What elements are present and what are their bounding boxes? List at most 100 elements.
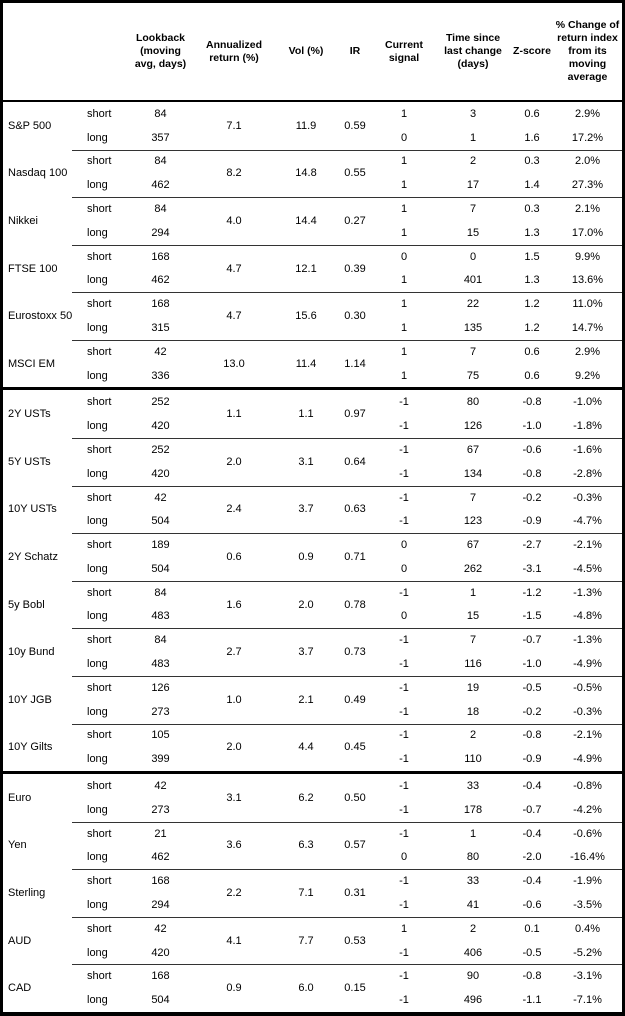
asset-row-group: MSCI EM short 42 1 7 0.6 2.9% 13.0 11.4 … — [3, 339, 622, 388]
current-signal-long: -1 — [399, 658, 409, 671]
time-since-change-short: 1 — [469, 827, 477, 840]
annualized-return-value: 2.2 — [226, 887, 242, 900]
asset-row-group: Nikkei short 84 1 7 0.3 2.1% 4.0 14.4 0.… — [3, 197, 622, 245]
time-since-change-long: 123 — [463, 515, 483, 528]
current-signal-long: 1 — [400, 226, 408, 239]
annualized-return-value: 1.0 — [226, 693, 242, 706]
side-label-long: long — [87, 851, 108, 864]
z-score-long: -1.0 — [522, 658, 542, 671]
side-label-short: short — [87, 107, 112, 120]
lookback-value-short: 42 — [154, 922, 167, 935]
pct-change-long: -4.5% — [573, 562, 602, 575]
pct-change-short: -0.8% — [573, 779, 602, 792]
asset-row-group: CAD short 168 -1 90 -0.8 -3.1% 0.9 6.0 0… — [3, 964, 622, 1012]
z-score-short: 1.2 — [524, 298, 540, 311]
z-score-long: 0.6 — [524, 369, 540, 382]
time-since-change-long: 406 — [463, 946, 483, 959]
ir-value: 0.57 — [344, 839, 366, 852]
lookback-value-long: 294 — [151, 898, 170, 911]
ir-value: 0.49 — [344, 693, 366, 706]
asset-row-group: 10y Bund short 84 -1 7 -0.7 -1.3% 2.7 3.… — [3, 628, 622, 676]
annualized-return-value: 3.1 — [226, 791, 242, 804]
side-label-short: short — [87, 155, 112, 168]
asset-row-group: 10Y Gilts short 105 -1 2 -0.8 -2.1% 2.0 … — [3, 723, 622, 772]
vol-value: 1.1 — [298, 408, 314, 421]
time-since-change-long: 126 — [463, 420, 483, 433]
asset-name: FTSE 100 — [8, 262, 58, 275]
ir-value: 0.53 — [344, 934, 366, 947]
current-signal-short: 1 — [400, 107, 408, 120]
side-label-long: long — [87, 467, 108, 480]
ir-value: 0.73 — [344, 646, 366, 659]
annualized-return-value: 4.7 — [226, 310, 242, 323]
pct-change-short: 2.9% — [574, 107, 601, 120]
column-header-annualized-return: Annualized return (%) — [205, 38, 262, 64]
side-label-short: short — [87, 345, 112, 358]
side-label-short: short — [87, 681, 112, 694]
z-score-short: 0.3 — [524, 203, 540, 216]
current-signal-long: 1 — [400, 179, 408, 192]
z-score-long: 1.3 — [524, 226, 540, 239]
time-since-change-long: 134 — [463, 467, 483, 480]
current-signal-long: -1 — [399, 467, 409, 480]
ir-value: 0.50 — [344, 791, 366, 804]
pct-change-long: 17.2% — [571, 131, 604, 144]
annualized-return-value: 2.4 — [226, 503, 242, 516]
pct-change-long: 17.0% — [571, 226, 604, 239]
lookback-value-short: 126 — [151, 681, 170, 694]
pct-change-short: 9.9% — [574, 250, 601, 263]
ir-value: 0.45 — [344, 741, 366, 754]
lookback-value-long: 273 — [151, 705, 170, 718]
time-since-change-long: 17 — [466, 179, 480, 192]
z-score-long: -1.1 — [522, 994, 542, 1007]
time-since-change-short: 2 — [469, 922, 477, 935]
side-label-short: short — [87, 539, 112, 552]
current-signal-long: 0 — [400, 851, 408, 864]
z-score-short: -0.4 — [522, 779, 542, 792]
lookback-value-short: 84 — [154, 107, 167, 120]
current-signal-long: -1 — [399, 898, 409, 911]
asset-name: 5y Bobl — [8, 598, 45, 611]
time-since-change-short: 3 — [469, 107, 477, 120]
side-label-long: long — [87, 179, 108, 192]
asset-row-group: Yen short 21 -1 1 -0.4 -0.6% 3.6 6.3 0.5… — [3, 821, 622, 870]
current-signal-long: -1 — [399, 705, 409, 718]
z-score-short: -2.7 — [522, 539, 542, 552]
lookback-value-long: 504 — [151, 562, 170, 575]
asset-name: MSCI EM — [8, 357, 56, 370]
time-since-change-long: 15 — [466, 610, 480, 623]
time-since-change-long: 18 — [466, 705, 480, 718]
z-score-long: 1.6 — [524, 131, 540, 144]
z-score-short: 0.1 — [524, 922, 540, 935]
annualized-return-value: 2.7 — [226, 646, 242, 659]
asset-row-group: 2Y USTs short 252 -1 80 -0.8 -1.0% 1.1 1… — [3, 387, 622, 438]
ir-value: 0.78 — [344, 598, 366, 611]
current-signal-long: -1 — [399, 515, 409, 528]
asset-row-group: AUD short 42 1 2 0.1 0.4% 4.1 7.7 0.53 l… — [3, 916, 622, 965]
time-since-change-short: 7 — [469, 345, 477, 358]
z-score-short: -0.2 — [522, 491, 542, 504]
pct-change-long: -0.3% — [573, 705, 602, 718]
side-label-short: short — [87, 250, 112, 263]
pct-change-long: 27.3% — [571, 179, 604, 192]
pct-change-short: -0.5% — [573, 681, 602, 694]
annualized-return-value: 4.1 — [226, 934, 242, 947]
time-since-change-long: 116 — [464, 658, 482, 671]
lookback-value-short: 189 — [151, 539, 170, 552]
time-since-change-long: 401 — [463, 274, 483, 287]
side-label-long: long — [87, 610, 108, 623]
current-signal-long: 0 — [400, 562, 408, 575]
time-since-change-short: 67 — [466, 443, 480, 456]
asset-row-group: Eurostoxx 50 short 168 1 22 1.2 11.0% 4.… — [3, 292, 622, 340]
asset-name: 2Y USTs — [8, 408, 51, 421]
current-signal-long: -1 — [399, 753, 409, 766]
current-signal-short: -1 — [399, 681, 409, 694]
lookback-value-long: 462 — [151, 274, 170, 287]
vol-value: 11.4 — [295, 357, 317, 370]
annualized-return-value: 4.7 — [226, 262, 242, 275]
pct-change-long: -2.8% — [573, 467, 602, 480]
asset-name: 2Y Schatz — [8, 550, 58, 563]
asset-name: Eurostoxx 50 — [8, 310, 73, 323]
vol-value: 0.9 — [298, 550, 314, 563]
lookback-value-long: 420 — [151, 467, 170, 480]
